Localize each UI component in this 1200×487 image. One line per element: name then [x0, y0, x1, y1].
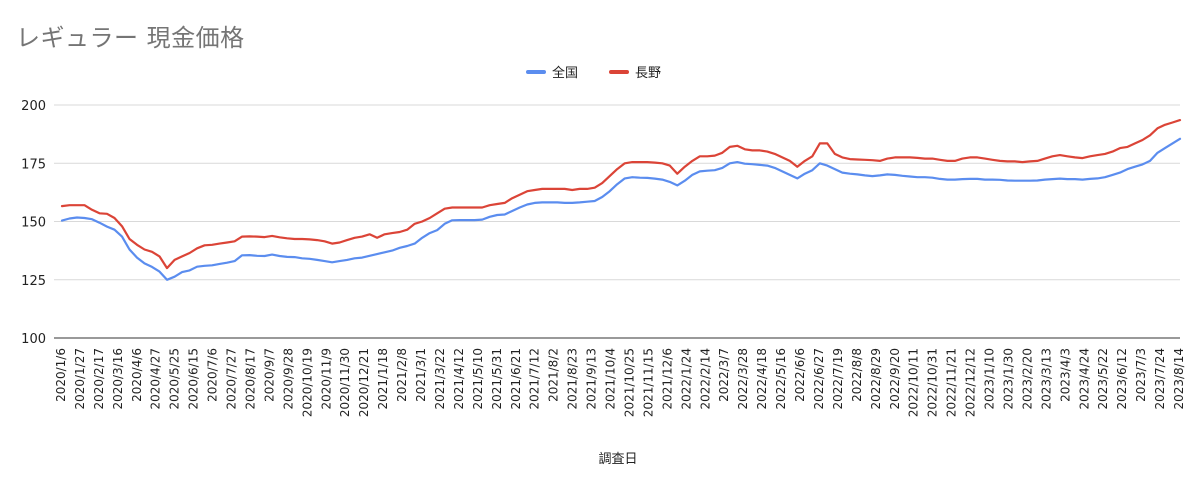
- x-tick-label: 2021/4/12: [452, 348, 466, 410]
- x-tick-label: 2022/6/6: [793, 348, 807, 402]
- y-tick-label: 175: [21, 157, 46, 172]
- x-tick-label: 2021/11/15: [641, 348, 655, 417]
- x-tick-label: 2021/8/23: [566, 348, 580, 410]
- legend: 全国 長野: [526, 65, 661, 81]
- x-tick-label: 2021/5/10: [471, 348, 485, 410]
- x-tick-label: 2022/8/8: [850, 348, 864, 402]
- x-tick-label: 2022/11/21: [945, 348, 959, 417]
- x-tick-label: 2020/5/25: [168, 348, 182, 410]
- x-tick-label: 2023/7/3: [1134, 348, 1148, 402]
- x-tick-label: 2020/11/30: [338, 348, 352, 417]
- x-tick-label: 2022/9/20: [888, 348, 902, 410]
- x-tick-label: 2022/8/29: [869, 348, 883, 410]
- x-tick-label: 2022/1/24: [679, 348, 693, 410]
- x-tick-label: 2020/2/17: [92, 348, 106, 410]
- x-tick-label: 2021/6/21: [509, 348, 523, 410]
- legend-label: 全国: [552, 65, 578, 81]
- series-layer: [60, 119, 1182, 281]
- x-tick-label: 2021/1/18: [376, 348, 390, 410]
- x-tick-label: 2022/3/28: [736, 348, 750, 410]
- y-axis-ticks: 100 125 150 175 200: [21, 99, 46, 347]
- x-tick-label: 2023/2/20: [1020, 348, 1034, 410]
- x-tick-label: 2022/5/16: [774, 348, 788, 410]
- x-tick-label: 2021/2/8: [395, 348, 409, 402]
- x-tick-label: 2021/3/1: [414, 348, 428, 402]
- x-tick-label: 2022/2/14: [698, 348, 712, 410]
- x-tick-label: 2022/10/31: [926, 348, 940, 417]
- x-tick-label: 2022/10/11: [907, 348, 921, 417]
- x-tick-label: 2023/1/30: [1001, 348, 1015, 410]
- x-tick-label: 2021/9/13: [585, 348, 599, 410]
- x-tick-label: 2020/3/16: [111, 348, 125, 410]
- x-axis-title: 調査日: [598, 452, 637, 467]
- x-tick-label: 2020/8/17: [243, 348, 257, 410]
- x-tick-label: 2023/5/22: [1096, 348, 1110, 410]
- x-tick-label: 2023/3/13: [1039, 348, 1053, 410]
- x-tick-label: 2023/4/24: [1077, 348, 1091, 410]
- x-tick-label: 2023/6/12: [1115, 348, 1129, 410]
- x-tick-label: 2020/9/28: [281, 348, 295, 410]
- x-tick-label: 2021/10/25: [622, 348, 636, 417]
- y-tick-label: 100: [21, 332, 46, 347]
- series-line-zenkoku: [60, 137, 1182, 281]
- x-tick-label: 2021/12/6: [660, 348, 674, 410]
- x-tick-label: 2022/12/12: [964, 348, 978, 417]
- x-tick-label: 2023/1/10: [983, 348, 997, 410]
- x-tick-label: 2020/10/19: [300, 348, 314, 417]
- x-tick-label: 2020/1/27: [73, 348, 87, 410]
- x-tick-label: 2022/3/7: [717, 348, 731, 402]
- x-tick-label: 2021/3/22: [433, 348, 447, 410]
- y-tick-label: 150: [21, 216, 46, 231]
- x-tick-label: 2022/4/18: [755, 348, 769, 410]
- x-tick-label: 2020/1/6: [54, 348, 68, 402]
- x-tick-label: 2020/7/27: [225, 348, 239, 410]
- chart-title: レギュラー 現金価格: [16, 24, 245, 52]
- x-tick-label: 2023/8/14: [1172, 348, 1186, 410]
- x-tick-label: 2020/7/6: [206, 348, 220, 402]
- y-tick-label: 125: [21, 274, 46, 289]
- x-tick-label: 2021/10/4: [604, 348, 618, 410]
- x-tick-label: 2021/8/2: [547, 348, 561, 402]
- x-tick-label: 2020/12/21: [357, 348, 371, 417]
- legend-label: 長野: [635, 66, 661, 81]
- x-axis-ticks: 2020/1/6 2020/1/27 2020/2/17 2020/3/16 2020/…: [54, 348, 1186, 417]
- x-tick-label: 2020/4/27: [149, 348, 163, 410]
- x-tick-label: 2023/4/3: [1058, 348, 1072, 402]
- x-tick-label: 2021/7/12: [528, 348, 542, 410]
- series-line-nagano: [60, 119, 1182, 270]
- x-tick-label: 2020/6/15: [187, 348, 201, 410]
- x-tick-label: 2023/7/24: [1153, 348, 1167, 410]
- x-tick-label: 2020/11/9: [319, 348, 333, 410]
- x-tick-label: 2022/7/19: [831, 348, 845, 410]
- x-tick-label: 2020/4/6: [130, 348, 144, 402]
- x-tick-label: 2022/6/27: [812, 348, 826, 410]
- x-tick-label: 2020/9/7: [262, 348, 276, 402]
- x-tick-label: 2021/5/31: [490, 348, 504, 410]
- grid-layer: [54, 104, 1180, 339]
- y-tick-label: 200: [21, 99, 46, 114]
